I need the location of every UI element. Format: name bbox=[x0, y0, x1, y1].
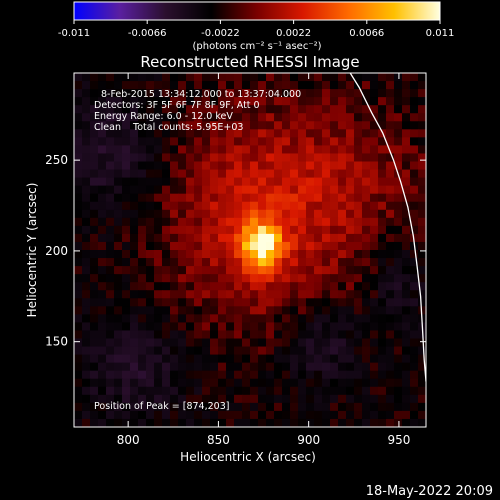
solar-limb-curve bbox=[349, 73, 426, 382]
colorbar-tick-label: 0.011 bbox=[426, 28, 455, 39]
x-tick-label: 900 bbox=[297, 433, 320, 447]
colorbar-tick-label: 0.0066 bbox=[349, 28, 384, 39]
colorbar-tick-label: -0.0022 bbox=[201, 28, 240, 39]
colorbar: -0.011 -0.0066 -0.0022 0.0022 0.0066 0.011 (p… bbox=[58, 1, 454, 52]
info-block: 8-Feb-2015 13:34:12.000 to 13:37:04.000 … bbox=[94, 89, 301, 133]
x-tick-label: 950 bbox=[387, 433, 410, 447]
colorbar-gradient bbox=[73, 1, 441, 21]
colorbar-tick-label: -0.0066 bbox=[128, 28, 167, 39]
info-time-range: 8-Feb-2015 13:34:12.000 to 13:37:04.000 bbox=[101, 89, 301, 100]
info-clean-counts: Clean Total counts: 5.95E+03 bbox=[94, 122, 243, 133]
colorbar-tick-label: -0.011 bbox=[58, 28, 90, 39]
x-axis: 800 850 900 950 bbox=[117, 73, 410, 447]
x-axis-label: Heliocentric X (arcsec) bbox=[180, 450, 316, 464]
y-axis-label: Heliocentric Y (arcsec) bbox=[25, 183, 39, 318]
x-tick-label: 850 bbox=[207, 433, 230, 447]
info-energy-range: Energy Range: 6.0 - 12.0 keV bbox=[94, 111, 233, 122]
info-detectors: Detectors: 3F 5F 6F 7F 8F 9F, Att 0 bbox=[94, 100, 260, 111]
heatmap-image bbox=[74, 73, 426, 427]
y-axis: 150 200 250 bbox=[45, 153, 426, 349]
colorbar-label: (photons cm⁻² s⁻¹ asec⁻²) bbox=[192, 41, 321, 52]
plot-frame bbox=[73, 72, 427, 428]
y-tick-label: 150 bbox=[45, 335, 68, 349]
colorbar-tick-label: 0.0022 bbox=[276, 28, 311, 39]
x-tick-label: 800 bbox=[117, 433, 140, 447]
y-tick-label: 250 bbox=[45, 153, 68, 167]
timestamp: 18-May-2022 20:09 bbox=[366, 484, 493, 499]
peak-position-label: Position of Peak = [874,203] bbox=[94, 401, 229, 412]
colorbar-ticks: -0.011 -0.0066 -0.0022 0.0022 0.0066 0.011 bbox=[58, 20, 454, 39]
chart-title: Reconstructed RHESSI Image bbox=[140, 53, 359, 71]
y-tick-label: 200 bbox=[45, 244, 68, 258]
